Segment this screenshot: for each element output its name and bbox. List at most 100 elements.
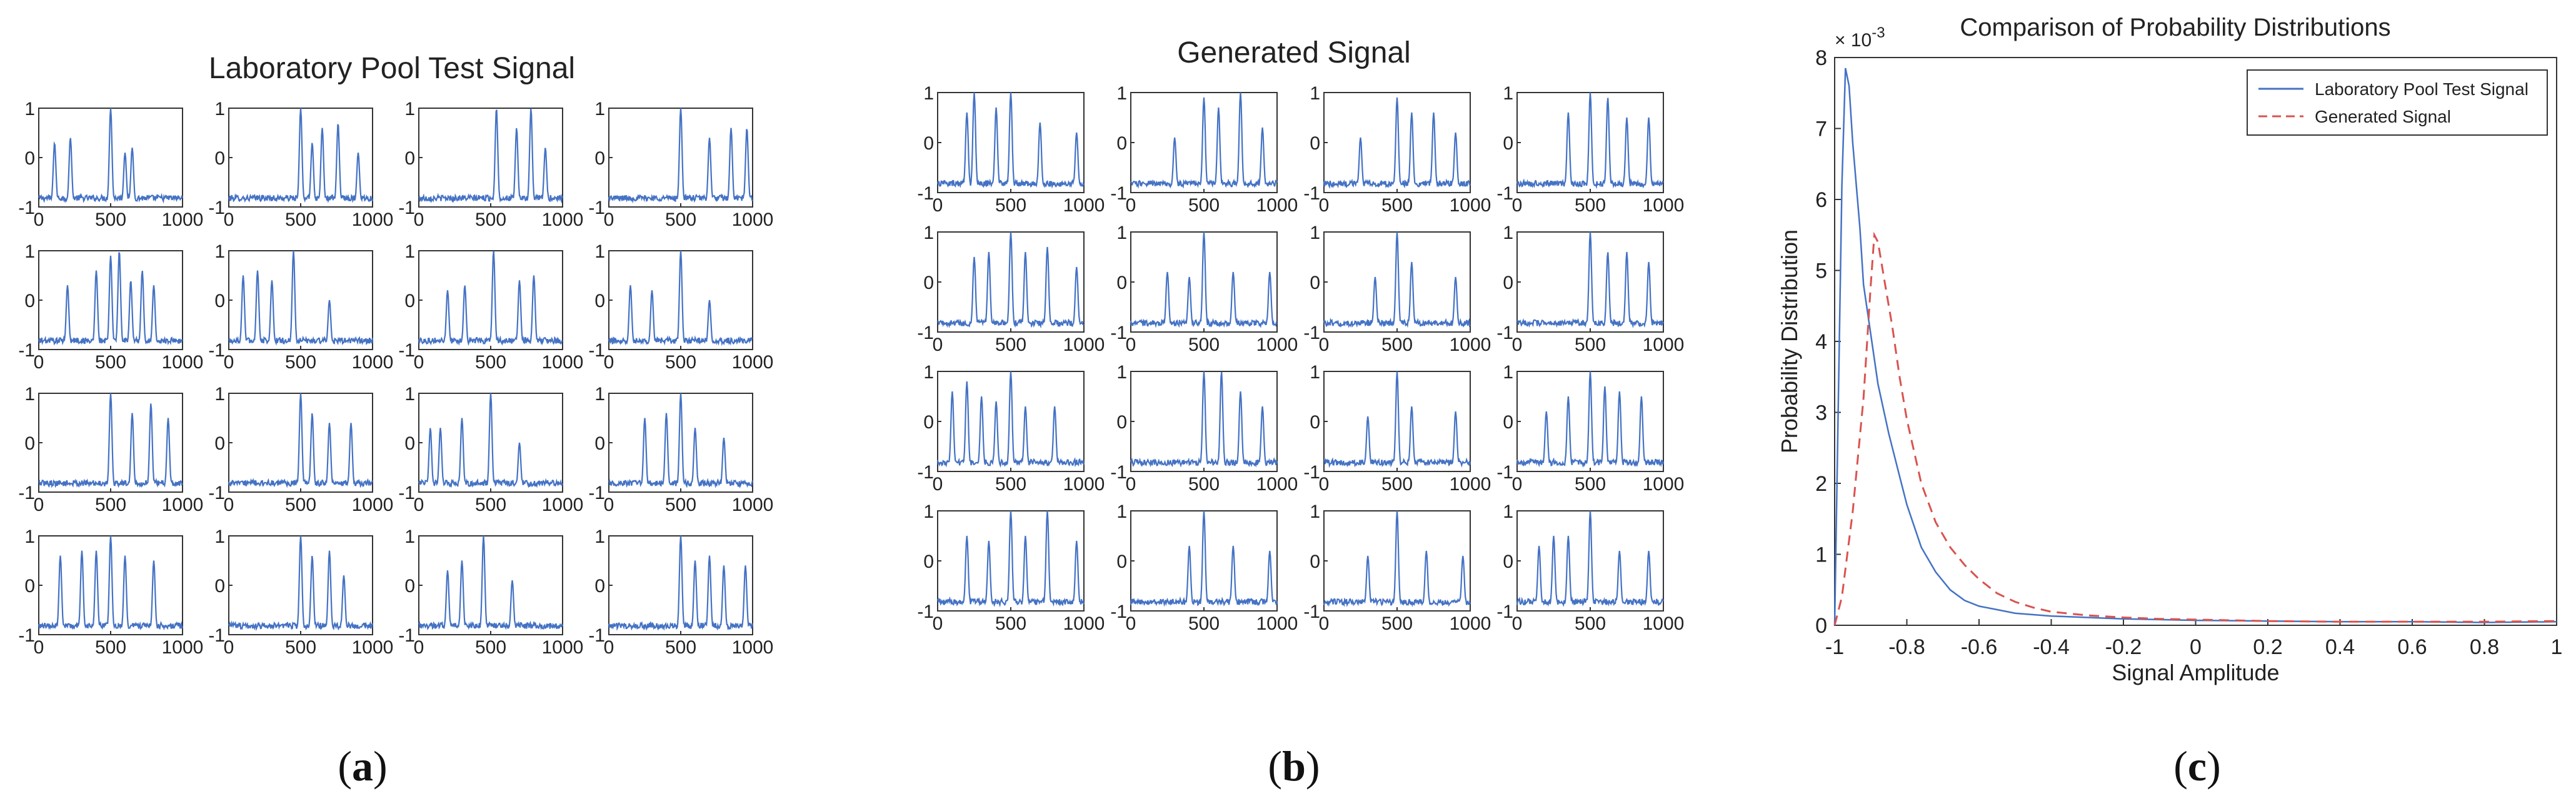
x-tick-label: 1000 (732, 637, 774, 658)
x-tick-label: 1000 (352, 637, 394, 658)
x-tick-label: 0 (414, 495, 424, 515)
subplot: 10-10 500 1000 (1496, 501, 1684, 634)
y-tick-label: 1 (1503, 223, 1513, 243)
y-exponent-label: × 10-3 (1835, 24, 1885, 51)
subplot: 10-10 500 1000 (208, 384, 393, 515)
y-tick-label: 0 (24, 291, 35, 311)
x-tick-label: 0 (414, 637, 424, 658)
x-tick-label: 1000 (1256, 474, 1298, 495)
subplot: 10-10 500 1000 (18, 384, 203, 515)
x-tick-label: 500 (1188, 613, 1220, 634)
y-tick-label: 6 (1815, 188, 1827, 212)
x-tick-label: 0 (224, 209, 234, 230)
subplot: 10-10 500 1000 (18, 241, 203, 373)
y-tick-label: 1 (1116, 223, 1127, 243)
y-tick-label: 1 (923, 83, 934, 104)
x-tick-label: 500 (1188, 195, 1220, 216)
subplot: 10-10 500 1000 (1303, 223, 1491, 355)
y-tick-label: 1 (404, 384, 415, 405)
subplot-axes-box (608, 250, 753, 350)
x-axis-label: Signal Amplitude (2112, 660, 2279, 685)
x-tick-label: -0.8 (1888, 635, 1925, 659)
y-tick-label: 0 (404, 148, 415, 169)
x-tick-label: 1000 (732, 352, 774, 373)
subplot: 10-10 500 1000 (1110, 223, 1298, 355)
x-tick-label: 1000 (1256, 613, 1298, 634)
x-tick-label: 0 (1512, 195, 1523, 216)
subplot: 10-10 500 1000 (917, 223, 1105, 355)
y-tick-label: 5 (1815, 259, 1827, 283)
signal-line (608, 393, 754, 489)
subplot: 10-10 500 1000 (208, 241, 393, 373)
y-tick-label: 1 (1116, 83, 1127, 104)
x-tick-label: 0 (1319, 474, 1330, 495)
y-tick-label: 1 (24, 526, 35, 547)
x-tick-label: 0 (1512, 335, 1523, 355)
signal-line (38, 535, 184, 631)
y-tick-label: -1 (1110, 462, 1127, 483)
signal-line (936, 510, 1085, 608)
y-tick-label: 0 (404, 291, 415, 311)
subplot: 10-10 500 1000 (588, 241, 773, 373)
y-tick-label: 0 (1503, 552, 1513, 572)
panel-a-caption: (a) (338, 742, 387, 790)
subplot-axes-box (228, 108, 373, 208)
y-tick-label: 1 (1310, 223, 1320, 243)
signal-line (1516, 510, 1665, 607)
x-tick-label: 500 (95, 352, 126, 373)
subplot-axes-box (1130, 510, 1278, 612)
subplot: 10-10 500 1000 (1496, 83, 1684, 216)
subplot-axes-box (418, 535, 563, 635)
x-tick-label: -0.4 (2033, 635, 2070, 659)
x-tick-label: 0.6 (2397, 635, 2427, 659)
y-tick-label: 0 (24, 576, 35, 597)
x-tick-label: 1000 (1256, 335, 1298, 355)
x-tick-label: 0 (604, 637, 614, 658)
y-tick-label: 1 (1503, 83, 1513, 104)
y-tick-label: -1 (208, 198, 225, 218)
y-tick-label: 0 (404, 433, 415, 454)
x-tick-label: 500 (995, 613, 1026, 634)
x-tick-label: 1000 (1450, 613, 1491, 634)
x-tick-label: 1000 (732, 209, 774, 230)
signal-line (608, 108, 753, 204)
y-tick-label: -1 (1303, 462, 1320, 483)
y-tick-label: -1 (1496, 323, 1513, 343)
subplot-axes-box (418, 393, 563, 493)
x-tick-label: 1000 (732, 495, 774, 515)
y-tick-label: -1 (208, 340, 225, 361)
subplot-axes-box (228, 393, 373, 493)
subplot-axes-box (937, 371, 1085, 472)
x-tick-label: 500 (995, 335, 1026, 355)
x-tick-label: 500 (95, 209, 126, 230)
subplot-axes-box (38, 393, 183, 493)
x-tick-label: 500 (1381, 474, 1413, 495)
y-tick-label: -1 (917, 183, 934, 204)
x-tick-label: 1000 (352, 352, 394, 373)
x-tick-label: 0 (1512, 474, 1523, 495)
y-tick-label: -1 (588, 483, 605, 503)
subplot-axes-box (38, 535, 183, 635)
signal-line (1130, 92, 1278, 189)
panel-c-title: Comparison of Probability Distributions (1960, 14, 2390, 41)
signal-line (1323, 231, 1471, 328)
y-tick-label: 1 (594, 241, 605, 262)
subplot-axes-box (1323, 510, 1471, 612)
x-tick-label: 0 (933, 613, 943, 634)
y-tick-label: -1 (917, 323, 934, 343)
x-tick-label: 500 (1188, 474, 1220, 495)
subplot: 10-10 500 1000 (1110, 83, 1298, 216)
signal-line (418, 535, 564, 631)
signal-line (1516, 231, 1664, 329)
y-tick-label: 0 (1503, 273, 1513, 293)
x-tick-label: 1000 (542, 495, 584, 515)
x-tick-label: 0 (224, 352, 234, 373)
x-tick-label: 0 (34, 637, 44, 658)
x-tick-label: 0 (2190, 635, 2202, 659)
signal-line (418, 393, 564, 488)
y-tick-label: 0 (594, 291, 605, 311)
x-tick-label: 0 (1126, 613, 1136, 634)
y-tick-label: 1 (594, 526, 605, 547)
y-tick-label: 1 (1310, 83, 1320, 104)
